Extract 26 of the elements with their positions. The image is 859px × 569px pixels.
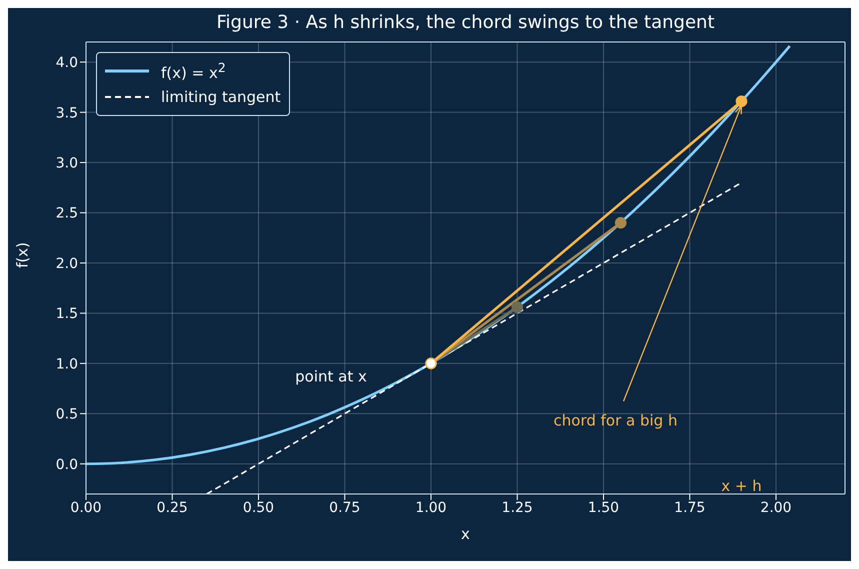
annotation: x + h — [721, 477, 762, 495]
x-tick-label: 0.00 — [70, 500, 102, 516]
y-tick-label: 3.0 — [56, 156, 78, 172]
x-tick-label: 2.00 — [760, 500, 792, 516]
y-tick-label: 1.5 — [56, 306, 78, 322]
y-tick-label: 2.5 — [56, 206, 78, 222]
legend-label: limiting tangent — [161, 88, 281, 106]
y-tick-label: 2.0 — [56, 256, 78, 272]
y-axis-title: f(x) — [13, 242, 32, 268]
x-tick-label: 1.50 — [588, 500, 620, 516]
x-tick-label: 1.00 — [415, 500, 447, 516]
x-axis-title: x — [461, 525, 470, 543]
y-tick-label: 0.0 — [56, 456, 78, 473]
y-tick-label: 4.0 — [56, 55, 78, 72]
legend-label: f(x) = x$^{2}$ — [161, 60, 226, 82]
y-tick-label: 1.0 — [56, 356, 78, 372]
y-tick-label: 3.5 — [56, 105, 78, 122]
y-tick-label: 0.5 — [56, 406, 78, 423]
x-tick-label: 1.25 — [502, 500, 533, 516]
x-tick-label: 0.75 — [329, 500, 360, 516]
annotation: chord for a big h — [554, 411, 678, 430]
chart-title: Figure 3 · As h shrinks, the chord swings to the tangent — [216, 12, 715, 33]
annotation: point at x — [295, 367, 367, 386]
x-tick-label: 0.25 — [156, 500, 188, 516]
x-tick-label: 0.50 — [242, 500, 274, 516]
x-tick-label: 1.75 — [674, 500, 706, 516]
